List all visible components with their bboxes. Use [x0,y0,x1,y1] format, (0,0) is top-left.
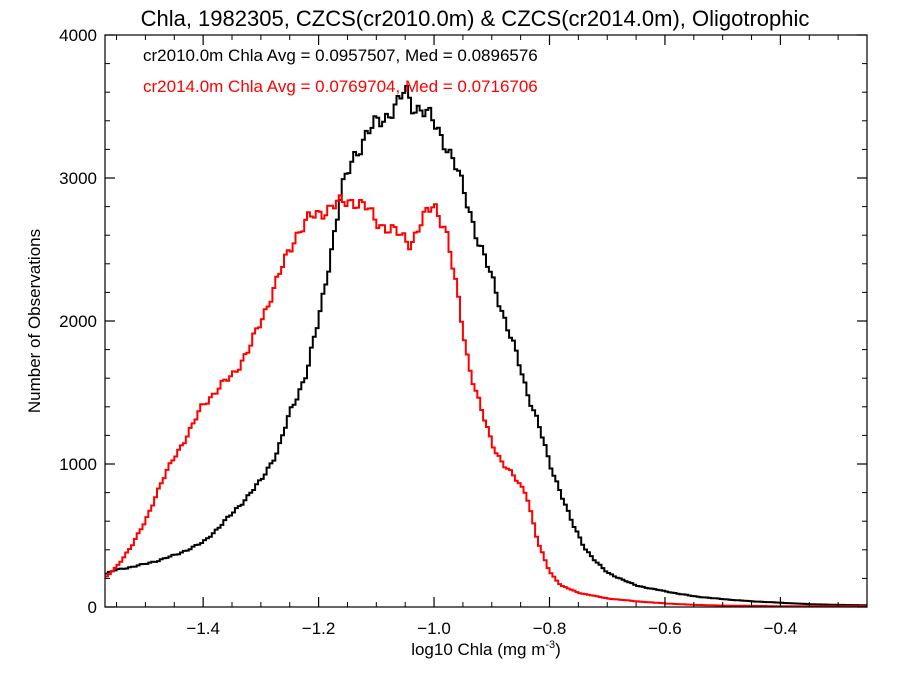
x-tick-label-0: −1.4 [186,619,220,638]
x-tick-label-3: −0.8 [533,619,567,638]
x-tick-label-4: −0.6 [648,619,682,638]
y-axis-label: Number of Observations [25,229,44,413]
annotation-red: cr2014.0m Chla Avg = 0.0769704, Med = 0.… [143,77,538,96]
y-tick-label-0: 0 [88,598,97,617]
chart-title: Chla, 1982305, CZCS(cr2010.0m) & CZCS(cr… [141,6,810,31]
y-tick-label-1: 1000 [59,455,97,474]
x-tick-label-2: −1.0 [417,619,451,638]
series-layer [105,84,867,608]
series-1-line [105,194,867,608]
y-tick-label-3: 3000 [59,169,97,188]
x-tick-label-1: −1.2 [302,619,336,638]
plot-frame [104,34,868,608]
x-axis-label: log10 Chla (mg m-3) [411,639,561,659]
x-axis-label-main: log10 Chla (mg m [411,640,545,659]
x-tick-label-5: −0.4 [764,619,798,638]
annotation-black: cr2010.0m Chla Avg = 0.0957507, Med = 0.… [143,46,538,65]
series-0-line [105,84,867,607]
x-axis-label-end: ) [555,640,561,659]
x-axis-label-exponent: -3 [545,639,555,651]
y-axis: 0 1000 2000 3000 4000 [59,26,867,617]
y-tick-label-4: 4000 [59,26,97,45]
x-axis: −1.4 −1.2 −1.0 −0.8 −0.6 −0.4 [116,35,839,638]
plot-area: −1.4 −1.2 −1.0 −0.8 −0.6 −0.4 0 1000 2000 3000 40… [59,26,868,638]
y-tick-label-2: 2000 [59,312,97,331]
